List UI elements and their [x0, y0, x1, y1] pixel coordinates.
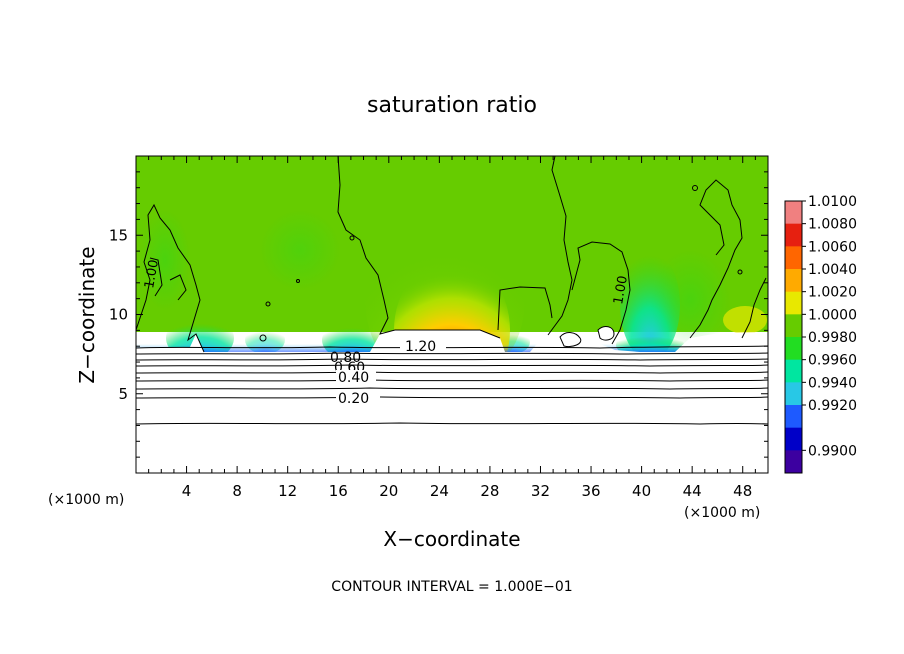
- x-tick-label: 48: [733, 482, 752, 500]
- colorbar-swatch: [785, 269, 802, 293]
- x-axis-label: X−coordinate: [383, 527, 520, 551]
- warm-patch: [723, 306, 767, 334]
- cool-patch: [650, 250, 730, 350]
- colorbar-label: 1.0060: [808, 239, 857, 255]
- x-tick-label: 8: [232, 482, 242, 500]
- x-tick-label: 12: [278, 482, 297, 500]
- contour-label: 0.80: [330, 350, 361, 366]
- x-tick-label: 4: [182, 482, 192, 500]
- contour-label-group: 1.20 0.80 0.60 0.40 0.20 1.00 1.00: [142, 259, 631, 407]
- y-axis-label: Z−coordinate: [75, 246, 99, 383]
- colorbar-label: 1.0000: [808, 307, 857, 323]
- x-tick-label: 24: [430, 482, 449, 500]
- colorbar-label: 0.9940: [808, 375, 857, 391]
- colorbar-swatch: [785, 359, 802, 383]
- x-tick-label: 16: [329, 482, 348, 500]
- contour-label: 1.00: [142, 259, 162, 290]
- colorbar-swatch: [785, 382, 802, 406]
- colorbar-swatch: [785, 314, 802, 338]
- colorbar-label: 1.0020: [808, 285, 857, 301]
- colorbar-swatch: [785, 291, 802, 315]
- contour-islands: [259, 185, 743, 342]
- x-unit-label: (×1000 m): [684, 505, 760, 521]
- x-tick-label: 44: [683, 482, 702, 500]
- contour-interval-note: CONTOUR INTERVAL = 1.000E−01: [331, 579, 572, 595]
- colorbar-swatch: [785, 450, 802, 474]
- y-tick-label: 5: [118, 385, 128, 403]
- y-unit-label: (×1000 m): [48, 492, 124, 508]
- contour-lines: [136, 156, 768, 425]
- chart-title: saturation ratio: [367, 93, 537, 118]
- colorbar-swatch: [785, 405, 802, 429]
- colorbar-swatch: [785, 337, 802, 361]
- y-axis: 5 10 15: [109, 171, 768, 458]
- saturation-field: [136, 156, 768, 473]
- x-tick-label: 20: [379, 482, 398, 500]
- contour-label: 0.40: [338, 370, 369, 386]
- colorbar-label: 1.0040: [808, 262, 857, 278]
- contour-label: 0.20: [338, 391, 369, 407]
- colorbar-swatch: [785, 246, 802, 270]
- colorbar: 1.0100 1.0080 1.0060 1.0040 1.0020 1.0000 0.99…: [784, 194, 857, 474]
- x-tick-label: 40: [632, 482, 651, 500]
- y-tick-label: 10: [109, 306, 128, 324]
- cool-patch: [260, 210, 340, 290]
- white-patch: [559, 332, 582, 347]
- colorbar-label: 0.9960: [808, 353, 857, 369]
- colorbar-swatch: [785, 201, 802, 225]
- cool-patch: [140, 210, 190, 310]
- colorbar-label: 0.9900: [808, 443, 857, 459]
- x-tick-label: 36: [581, 482, 600, 500]
- colorbar-label: 1.0080: [808, 217, 857, 233]
- colorbar-label: 1.0100: [808, 194, 857, 210]
- contour-label: 1.20: [405, 339, 436, 355]
- y-tick-label: 15: [109, 226, 128, 244]
- x-tick-label: 28: [480, 482, 499, 500]
- x-axis: 4 8 12 16 20 24 28 32 36 40 44 48: [148, 156, 756, 500]
- colorbar-swatch: [785, 223, 802, 247]
- white-patch: [597, 326, 615, 341]
- colorbar-label: 0.9920: [808, 398, 857, 414]
- contour-label: 1.00: [611, 275, 631, 306]
- colorbar-swatch: [785, 427, 802, 451]
- colorbar-label: 0.9980: [808, 330, 857, 346]
- x-tick-label: 32: [531, 482, 550, 500]
